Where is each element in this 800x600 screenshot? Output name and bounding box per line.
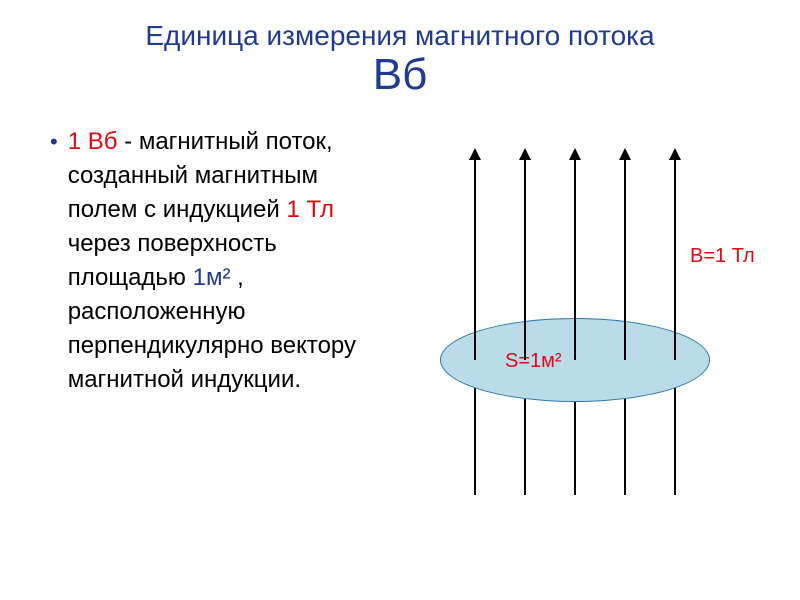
arrow-head-icon [669,148,681,160]
content-area: • 1 Вб - магнитный поток, созданный магн… [0,125,800,505]
desc-part-3: через поверхность площадью [68,230,277,291]
arrow-head-icon [569,148,581,160]
arrow-line-top [624,150,626,360]
label-area: S=1м² [505,350,562,373]
arrow-line-top [524,150,526,360]
bullet-icon: • [50,125,58,159]
arrow-head-icon [619,148,631,160]
arrow-line-top [474,150,476,360]
bullet-row: • 1 Вб - магнитный поток, созданный магн… [50,125,370,397]
arrow-line-top [674,150,676,360]
diagram: S=1м² B=1 Тл [380,125,770,505]
desc-part-0: 1 Вб [68,128,118,155]
description-text: 1 Вб - магнитный поток, созданный магнит… [68,125,370,397]
desc-part-4: 1м² [193,264,231,291]
label-induction: B=1 Тл [690,245,755,268]
desc-part-2: 1 Тл [286,196,334,223]
text-block: • 1 Вб - магнитный поток, созданный магн… [30,125,370,505]
title-line2: Вб [0,50,800,100]
arrow-line-top [574,150,576,360]
arrow-head-icon [519,148,531,160]
arrow-head-icon [469,148,481,160]
title-line1: Единица измерения магнитного потока [0,20,800,52]
